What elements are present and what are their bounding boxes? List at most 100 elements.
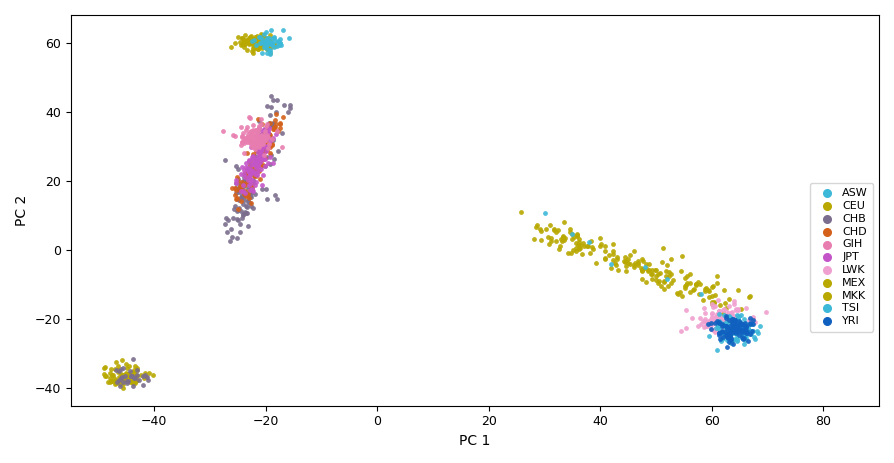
ASW bbox=[258, 37, 273, 44]
MKK bbox=[535, 227, 549, 235]
MEX bbox=[134, 372, 148, 379]
LWK bbox=[713, 314, 728, 321]
ASW bbox=[264, 39, 278, 47]
ASW bbox=[249, 42, 263, 49]
CHB bbox=[265, 120, 279, 127]
CHD bbox=[260, 122, 274, 129]
TSI bbox=[735, 330, 749, 338]
MKK bbox=[655, 244, 670, 252]
LWK bbox=[693, 315, 707, 322]
MEX bbox=[121, 370, 135, 377]
MKK bbox=[673, 289, 687, 296]
CHB bbox=[236, 211, 250, 218]
TSI bbox=[716, 322, 730, 330]
LWK bbox=[704, 300, 719, 307]
MKK bbox=[546, 227, 561, 234]
LWK bbox=[742, 317, 756, 324]
YRI bbox=[725, 319, 739, 327]
CHD bbox=[256, 147, 270, 155]
CHB bbox=[229, 184, 243, 191]
ASW bbox=[265, 39, 279, 47]
YRI bbox=[746, 320, 761, 327]
GIH bbox=[253, 141, 267, 149]
LWK bbox=[714, 327, 729, 335]
MEX bbox=[105, 371, 120, 378]
CHB bbox=[232, 206, 246, 214]
MKK bbox=[640, 267, 654, 275]
LWK bbox=[724, 321, 738, 329]
TSI bbox=[724, 329, 738, 336]
MKK bbox=[618, 253, 632, 261]
CHB bbox=[250, 136, 265, 143]
CEU bbox=[238, 41, 252, 48]
JPT bbox=[252, 131, 266, 139]
GIH bbox=[254, 115, 268, 123]
CHD bbox=[273, 119, 287, 127]
GIH bbox=[256, 140, 270, 147]
TSI bbox=[714, 336, 729, 343]
X-axis label: PC 1: PC 1 bbox=[460, 434, 491, 448]
CHB bbox=[267, 155, 282, 163]
CEU bbox=[256, 31, 270, 38]
Y-axis label: PC 2: PC 2 bbox=[15, 195, 29, 226]
MEX bbox=[113, 375, 127, 383]
MKK bbox=[634, 264, 648, 271]
CHB bbox=[226, 205, 240, 213]
CEU bbox=[241, 36, 256, 43]
CHB bbox=[114, 374, 129, 381]
YRI bbox=[721, 334, 735, 342]
CEU bbox=[249, 36, 263, 43]
JPT bbox=[245, 177, 259, 184]
CEU bbox=[248, 37, 262, 44]
CHD bbox=[249, 172, 263, 180]
CEU bbox=[246, 35, 260, 43]
CHD bbox=[273, 125, 287, 132]
CEU bbox=[251, 38, 266, 46]
CEU bbox=[242, 34, 257, 42]
MEX bbox=[115, 374, 130, 382]
GIH bbox=[249, 126, 263, 134]
CEU bbox=[253, 35, 267, 42]
GIH bbox=[242, 113, 257, 121]
MKK bbox=[620, 256, 635, 263]
CHD bbox=[256, 161, 270, 169]
LWK bbox=[719, 324, 733, 332]
MEX bbox=[101, 378, 115, 385]
GIH bbox=[249, 130, 263, 138]
MKK bbox=[586, 246, 601, 253]
MKK bbox=[606, 241, 620, 248]
JPT bbox=[257, 135, 271, 142]
MKK bbox=[674, 267, 688, 274]
LWK bbox=[713, 318, 728, 325]
ASW bbox=[263, 49, 277, 56]
GIH bbox=[255, 133, 269, 141]
GIH bbox=[246, 132, 260, 140]
MKK bbox=[621, 260, 636, 267]
JPT bbox=[238, 174, 252, 181]
CHB bbox=[244, 202, 258, 210]
CHB bbox=[265, 152, 279, 159]
MKK bbox=[730, 287, 745, 294]
JPT bbox=[251, 167, 266, 174]
CEU bbox=[253, 42, 267, 50]
CHD bbox=[260, 131, 274, 138]
MKK bbox=[628, 260, 642, 267]
CHB bbox=[258, 163, 273, 170]
MEX bbox=[124, 370, 139, 377]
LWK bbox=[731, 306, 746, 313]
CHD bbox=[230, 194, 244, 202]
MKK bbox=[742, 293, 756, 300]
JPT bbox=[239, 189, 253, 197]
GIH bbox=[254, 133, 268, 140]
LWK bbox=[708, 314, 722, 322]
MKK bbox=[604, 264, 619, 272]
MKK bbox=[707, 300, 721, 307]
LWK bbox=[724, 314, 738, 322]
GIH bbox=[249, 126, 263, 134]
CHB bbox=[234, 207, 249, 214]
YRI bbox=[722, 316, 737, 324]
JPT bbox=[242, 156, 257, 164]
MKK bbox=[597, 254, 611, 262]
LWK bbox=[713, 329, 727, 336]
MKK bbox=[597, 255, 611, 262]
